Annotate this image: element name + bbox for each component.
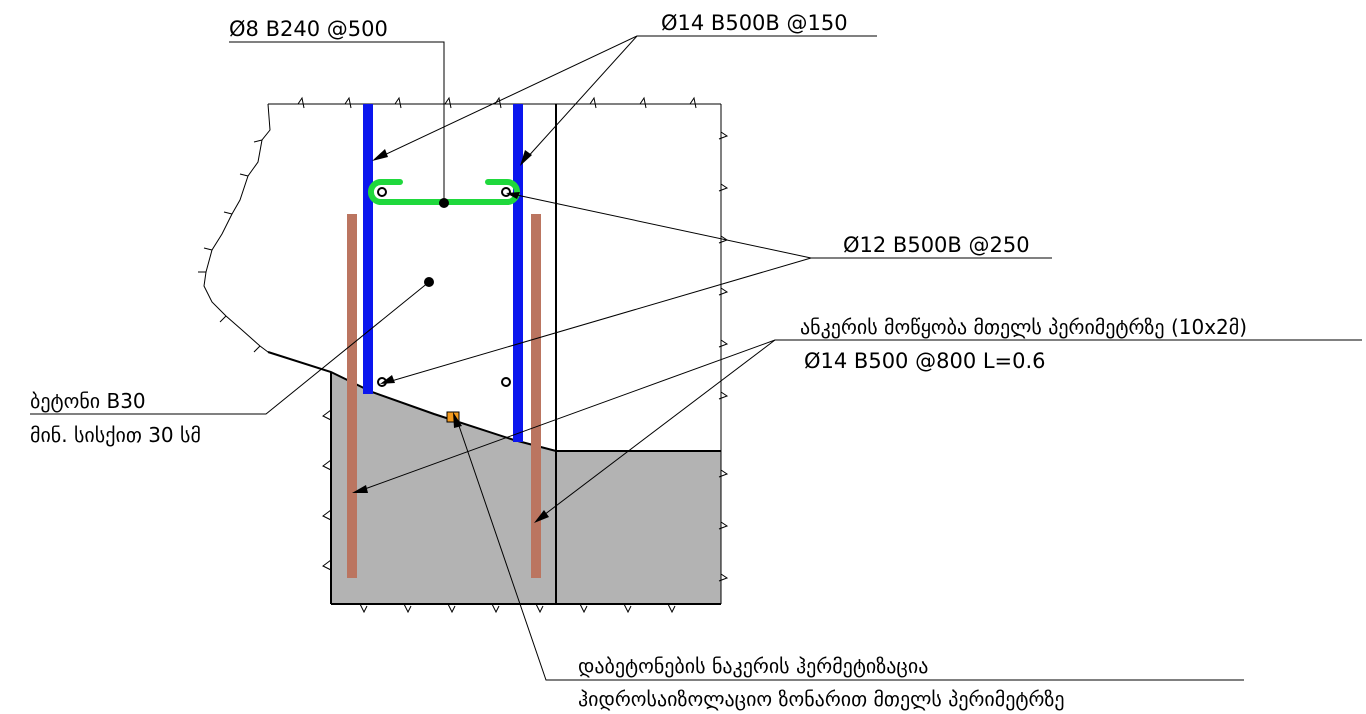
joint-label-line2: ჰიდროსაიზოლაციო ზონარით მთელს პერიმეტრზე	[578, 687, 1065, 711]
anchor-label-line1: ანკერის მოწყობა მთელს პერიმეტრზე (10x2მ)	[800, 315, 1247, 339]
stirrup-label: Ø8 B240 @500	[229, 17, 388, 41]
anchor-bar-left	[347, 214, 357, 578]
section-outline	[203, 103, 722, 605]
vertical-bar-label: Ø14 B500B @150	[661, 11, 848, 35]
concrete-label-line1: ბეტონი B30	[30, 389, 146, 413]
anchor-label-line2: Ø14 B500 @800 L=0.6	[804, 349, 1046, 373]
joint-label-line1: დაბეტონების ნაკერის ჰერმეტიზაცია	[578, 654, 928, 678]
vertical-rebar-left	[363, 104, 373, 394]
anchor-bar-right	[531, 214, 541, 578]
arrow-heads	[352, 149, 549, 523]
horizontal-bar-label: Ø12 B500B @250	[843, 233, 1030, 257]
horizontal-bars	[377, 187, 511, 387]
vertical-rebar-right	[513, 104, 523, 442]
existing-concrete-fill	[331, 372, 721, 604]
stirrup-dot	[439, 198, 449, 208]
concrete-label-line2: მინ. სისქით 30 სმ	[30, 423, 201, 447]
leader-lines	[30, 35, 1362, 681]
